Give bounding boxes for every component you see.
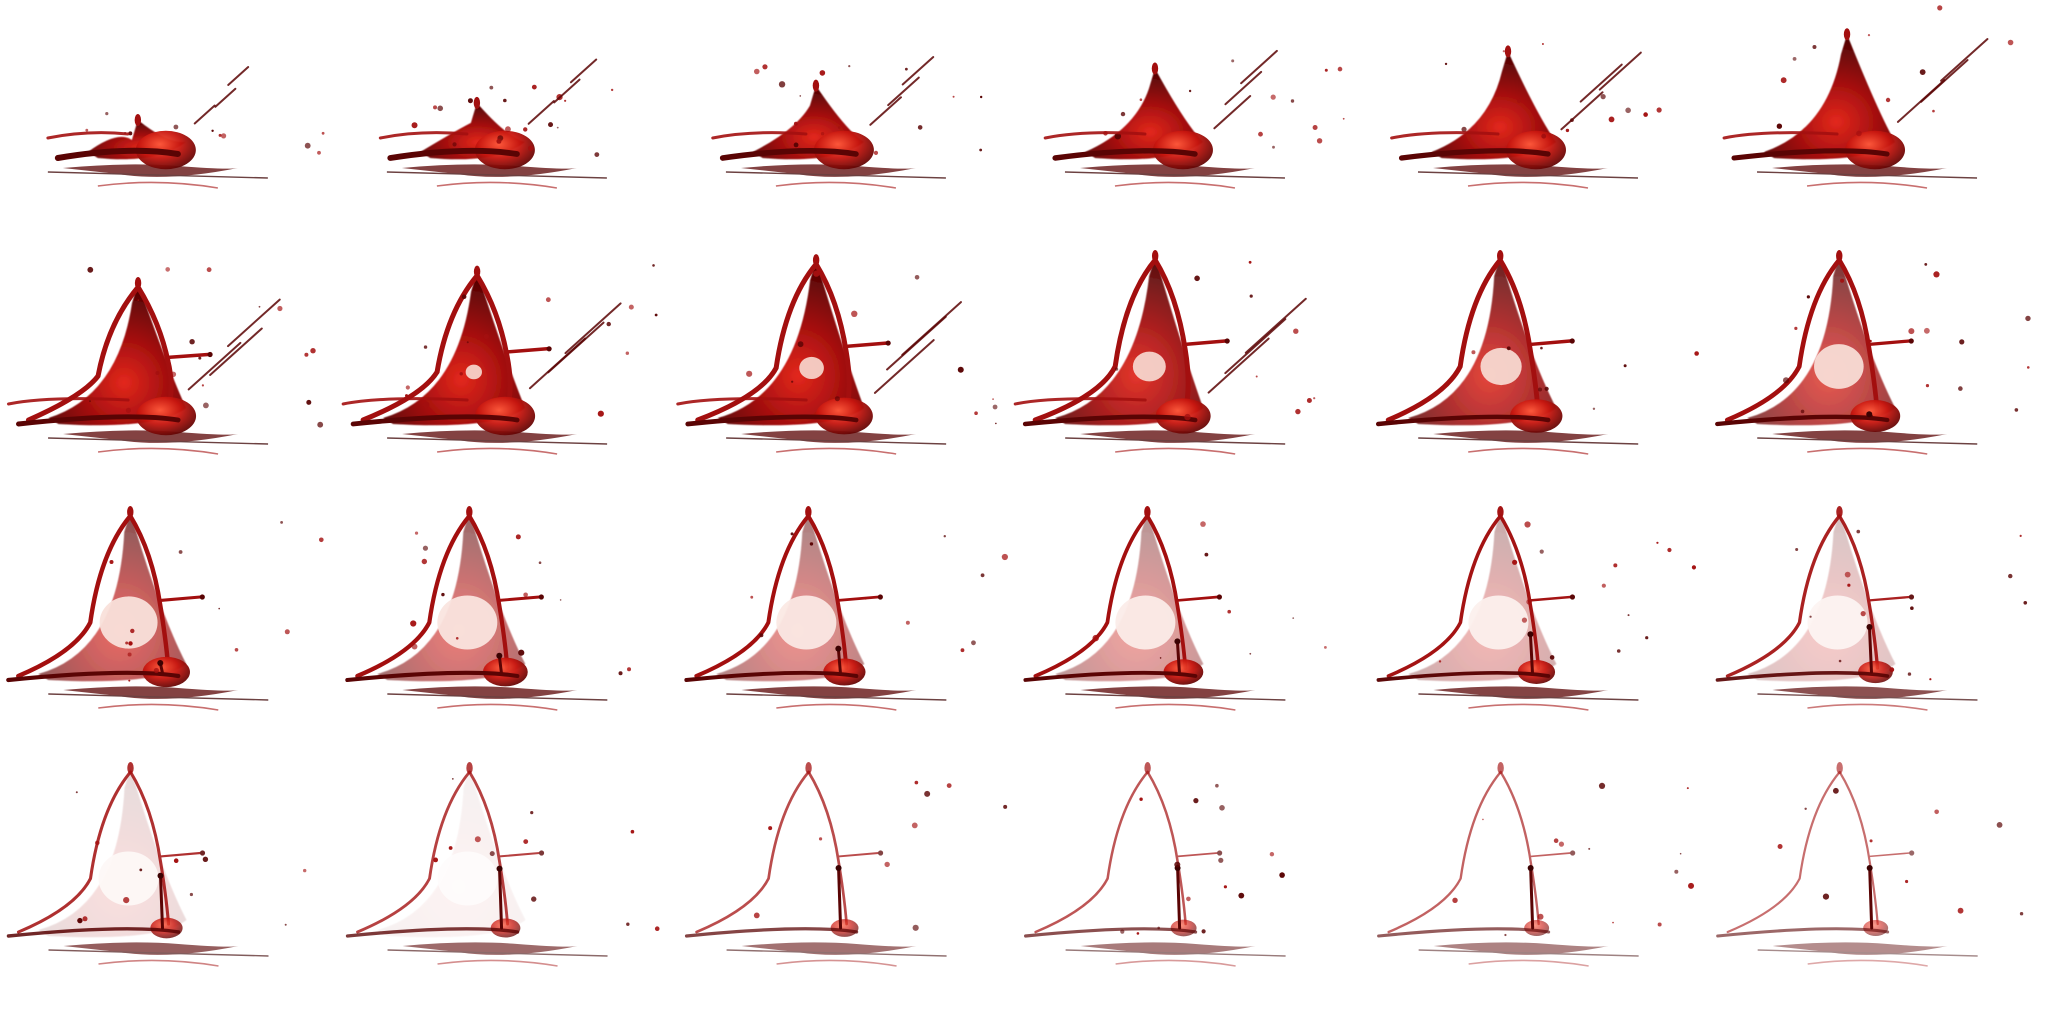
splash-stem <box>1178 868 1180 928</box>
splash-tip <box>466 506 472 518</box>
splash-frame-21 <box>687 762 1008 966</box>
splash-tip <box>813 254 819 266</box>
splash-stem <box>1530 634 1532 672</box>
splash-droplets <box>1452 783 1694 936</box>
splash-droplets <box>380 60 613 158</box>
splash-base-streak <box>1718 929 1888 936</box>
splash-reflection <box>49 942 269 966</box>
splash-stem <box>839 868 841 928</box>
splash-frame-7 <box>8 267 323 454</box>
splash-frame-4 <box>1045 51 1344 188</box>
splash-frame-13 <box>8 506 323 710</box>
splash-tip <box>466 762 472 774</box>
splash-membrane <box>1747 512 1895 681</box>
splash-reflection <box>1065 686 1285 710</box>
splash-frame-10 <box>1015 250 1315 454</box>
splash-frame-2 <box>380 60 613 189</box>
splash-reflection <box>1419 942 1639 966</box>
splash-reflection <box>1418 686 1638 710</box>
splash-tip <box>1497 250 1503 262</box>
splash-base-streak <box>687 929 857 936</box>
splash-tip <box>127 506 133 518</box>
splash-reflection <box>387 686 607 710</box>
splash-frame-23 <box>1379 762 1694 966</box>
splash-ligaments <box>1036 772 1223 932</box>
splash-tip <box>805 506 811 518</box>
splash-frame-18 <box>1717 506 2027 710</box>
splash-reflection <box>726 686 946 710</box>
splash-reflection <box>388 942 608 966</box>
splash-droplets <box>754 781 1007 931</box>
splash-frame-20 <box>348 762 660 966</box>
splash-tip <box>1497 762 1503 774</box>
splash-tip <box>135 114 141 126</box>
splash-stem <box>1870 868 1872 928</box>
splash-stem <box>838 649 840 672</box>
splash-tip <box>474 97 480 109</box>
splash-frame-9 <box>678 254 998 454</box>
splash-frame-8 <box>343 264 657 454</box>
splash-stem <box>1869 627 1871 672</box>
splash-stem <box>1177 641 1179 672</box>
splash-membrane <box>1408 512 1556 681</box>
splash-stem <box>161 876 163 928</box>
splash-membrane <box>39 768 187 937</box>
splash-base-blob <box>831 919 859 937</box>
splash-stem <box>1531 868 1533 928</box>
splash-tip <box>1836 250 1842 262</box>
splash-tip <box>474 266 480 278</box>
splash-frame-5 <box>1392 43 1662 188</box>
splash-ligaments <box>1389 772 1576 932</box>
splash-ligaments <box>1728 772 1915 932</box>
splash-tip <box>1152 63 1158 75</box>
splash-ligaments <box>697 772 884 932</box>
splash-base-streak <box>1026 929 1196 936</box>
splash-tip <box>813 80 819 92</box>
splash-stem <box>500 869 502 928</box>
splash-frame-12 <box>1717 250 2030 454</box>
splash-reflection <box>1065 430 1285 454</box>
splash-frame-1 <box>48 67 325 188</box>
splash-tip <box>1144 762 1150 774</box>
splash-tip <box>127 762 133 774</box>
splash-tip <box>1152 250 1158 262</box>
splash-frame-6 <box>1724 5 2013 188</box>
splash-tip <box>1836 762 1842 774</box>
splash-reflection <box>1758 942 1978 966</box>
splash-base-streak <box>1379 929 1549 936</box>
splash-tip <box>1844 28 1850 40</box>
splash-base-blob <box>1863 920 1888 936</box>
splash-reflection <box>1757 686 1977 710</box>
splash-membrane <box>378 768 526 937</box>
splash-frame-11 <box>1378 250 1699 454</box>
splash-frame-15 <box>686 506 1008 710</box>
splash-tip <box>1505 45 1511 57</box>
splash-reflection <box>1418 430 1638 454</box>
splash-tip <box>805 762 811 774</box>
splash-reflection <box>1066 942 1286 966</box>
splash-reflection <box>48 686 268 710</box>
splash-frame-16 <box>1025 506 1326 710</box>
splash-droplets <box>1778 788 2024 916</box>
splash-reflection <box>727 942 947 966</box>
splash-tip <box>1144 506 1150 518</box>
splash-reflection <box>1757 430 1977 454</box>
splash-frame-22 <box>1026 762 1286 966</box>
splash-frame-24 <box>1718 762 2024 966</box>
splash-droplets <box>1120 784 1285 935</box>
splash-frame-14 <box>347 506 631 710</box>
splash-frame-17 <box>1378 506 1696 710</box>
splash-frame-3 <box>713 57 983 188</box>
splash-frame-19 <box>9 762 307 966</box>
splash-tip <box>135 277 141 289</box>
splash-tip <box>1836 506 1842 518</box>
splash-base-blob <box>1524 920 1549 936</box>
splash-base-blob <box>1171 920 1197 937</box>
splash-reflection <box>726 430 946 454</box>
splash-tip <box>1497 506 1503 518</box>
